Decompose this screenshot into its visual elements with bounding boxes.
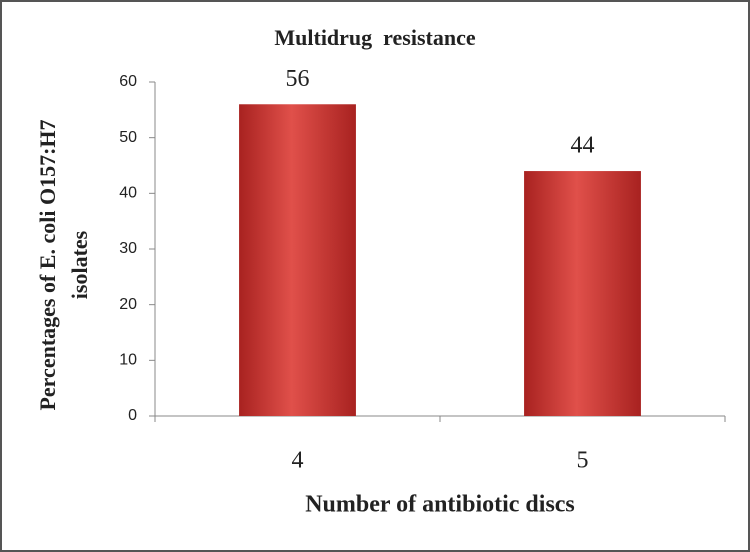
data-label: 56 bbox=[286, 66, 310, 92]
x-tick-label: 4 bbox=[292, 448, 304, 474]
bar bbox=[524, 171, 641, 416]
y-tick-label: 60 bbox=[119, 73, 137, 90]
bar bbox=[239, 104, 356, 417]
x-axis-label: Number of antibiotic discs bbox=[305, 492, 575, 518]
chart-title: Multidrug resistance bbox=[274, 25, 475, 50]
y-tick-label: 30 bbox=[119, 240, 137, 257]
y-tick-label: 10 bbox=[119, 352, 137, 369]
y-tick-label: 50 bbox=[119, 129, 137, 146]
y-tick-label: 0 bbox=[128, 407, 137, 424]
y-tick-label: 40 bbox=[119, 185, 137, 202]
data-label: 44 bbox=[571, 133, 595, 159]
y-tick-label: 20 bbox=[119, 296, 137, 313]
x-tick-label: 5 bbox=[577, 448, 589, 474]
y-axis-label: Percentages of E. coli O157:H7 bbox=[35, 119, 60, 410]
y-axis-label: isolates bbox=[67, 230, 92, 299]
